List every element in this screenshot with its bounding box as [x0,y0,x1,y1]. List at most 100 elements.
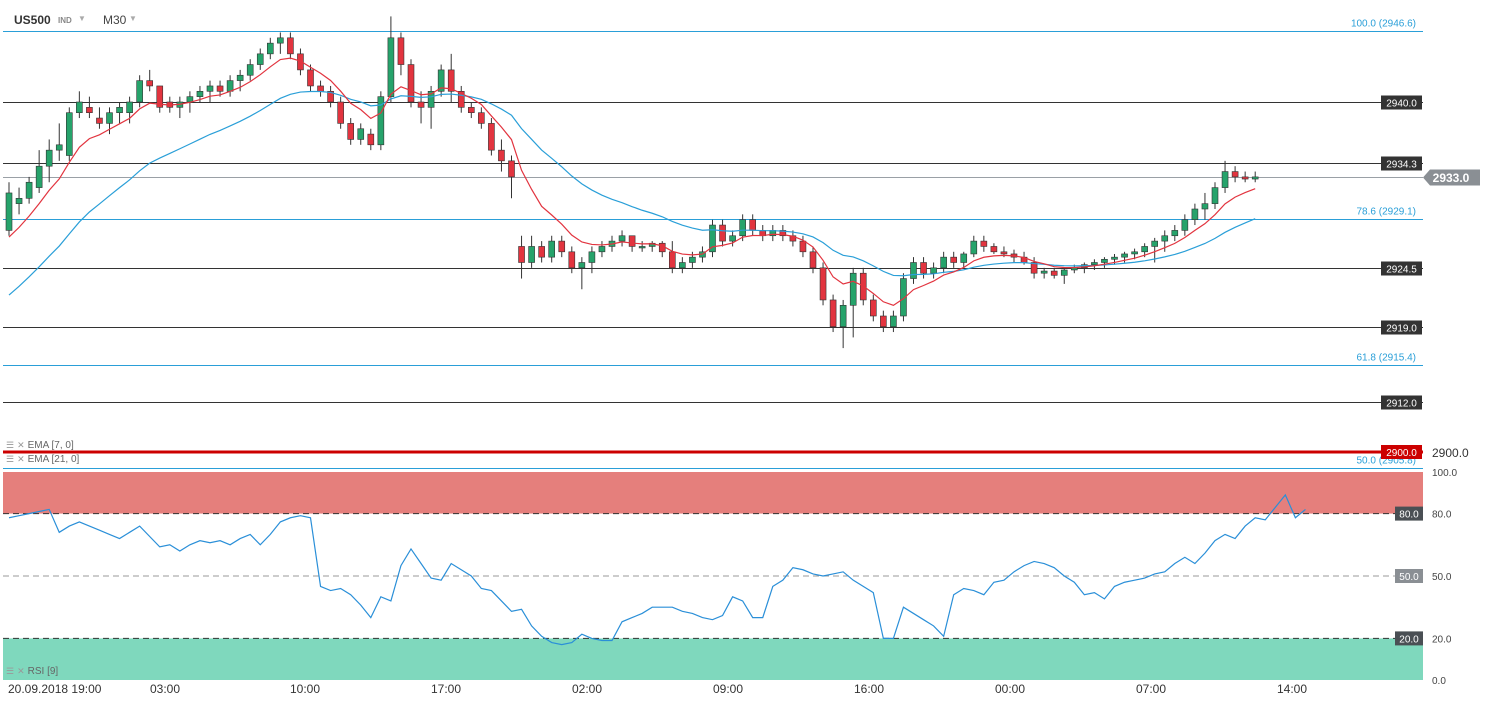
rsi-axis-label: 100.0 [1432,468,1457,479]
time-axis-label: 10:00 [290,682,320,696]
rsi-line [8,493,1306,646]
bear-candle [86,107,93,113]
bear-candle [980,240,988,247]
bear-candle [990,246,998,253]
candlestick-series [5,16,1259,349]
rsi-level-tag [1395,506,1423,521]
bull-candle [618,235,626,242]
current-price-tag [1423,169,1480,186]
ema7-label-text: EMA [7, 0] [27,440,74,451]
bull-candle [598,246,606,253]
bear-candle [447,69,455,92]
price-level-label: 2919.0 [1386,324,1417,335]
menu-icon[interactable]: ☰ [6,440,15,450]
bull-candle [66,112,73,156]
bull-candle [1211,187,1219,204]
bear-candle [558,240,566,253]
bull-candle [548,240,556,258]
price-level-label: 2934.3 [1386,160,1417,171]
time-axis-label: 17:00 [431,682,461,696]
bear-candle [749,219,757,231]
close-icon[interactable]: ✕ [17,440,25,450]
bull-candle [226,80,234,92]
bull-candle [940,256,947,269]
bull-candle [106,112,113,124]
bull-candle [1191,208,1199,220]
ema7-indicator-label[interactable]: ☰ ✕ EMA [7, 0] [6,440,74,451]
bull-candle [5,192,13,231]
ema7-line [8,57,1256,306]
price-level-tag [1381,261,1422,276]
ema21-label-text: EMA [21, 0] [27,454,80,465]
bull-candle [256,53,264,65]
instrument-type-label: IND [58,16,72,25]
bear-candle [538,246,545,258]
menu-icon[interactable]: ☰ [6,454,15,464]
bull-candle [55,144,63,151]
resistance-tag-label: 2900.0 [1386,448,1417,459]
close-icon[interactable]: ✕ [17,454,25,464]
bull-candle [839,304,847,327]
bear-candle [1241,176,1249,180]
bear-candle [668,251,676,269]
bear-candle [96,117,103,124]
rsi-oversold-zone [3,638,1423,680]
bull-candle [196,91,204,97]
bull-candle [35,165,43,188]
bull-candle [357,128,365,140]
price-level-label: 2940.0 [1386,99,1417,110]
bull-candle [849,272,857,306]
bull-candle [930,267,937,274]
bull-candle [1141,246,1148,253]
bull-candle [709,224,716,253]
bull-candle [1251,176,1259,180]
bull-candle [246,64,254,76]
bear-candle [327,91,334,103]
time-axis-label: 00:00 [995,682,1025,696]
bear-candle [156,85,164,108]
bull-candle [1101,258,1108,263]
bull-candle [126,101,133,113]
bear-candle [498,149,505,162]
rsi-indicator-label[interactable]: ☰ ✕ RSI [9] [6,666,58,677]
bear-candle [417,101,425,108]
bear-candle [779,230,787,237]
bull-candle [45,149,53,167]
bull-candle [1060,269,1068,276]
bull-candle [1221,171,1229,188]
rsi-level-tag [1395,569,1423,583]
timeframe-selector[interactable]: M30 [103,13,127,27]
time-axis: 20.09.2018 19:00 03:00 10:00 17:00 02:00 09:0… [8,682,1307,696]
bear-candle [407,64,415,103]
bull-candle [427,91,435,108]
ema21-indicator-label[interactable]: ☰ ✕ EMA [21, 0] [6,454,79,465]
chart-toolbar: US500 IND ▼ M30 ▼ [0,0,1492,38]
bear-candle [488,123,495,151]
ema-lines [8,57,1256,306]
bear-candle [347,123,355,140]
bear-candle [950,256,958,263]
bear-candle [467,107,475,113]
time-axis-label: 20.09.2018 19:00 [8,682,102,696]
bull-candle [890,315,897,327]
bear-candle [307,69,314,87]
rsi-axis-label: 50.0 [1432,572,1452,583]
bull-candle [236,74,244,81]
timeframe-dropdown-icon[interactable]: ▼ [129,14,137,23]
bull-candle [1151,240,1158,247]
bear-candle [146,80,153,87]
rsi-axis-label: 0.0 [1432,676,1446,687]
bull-candle [1040,270,1048,274]
time-axis-label: 16:00 [854,682,884,696]
symbol-label[interactable]: US500 [14,13,51,27]
bull-candle [1171,230,1179,237]
close-icon[interactable]: ✕ [17,666,25,676]
menu-icon[interactable]: ☰ [6,666,15,676]
rsi-level-tag-label: 80.0 [1399,510,1419,521]
symbol-dropdown-icon[interactable]: ▼ [78,14,86,23]
bull-candle [960,253,968,263]
bear-candle [337,101,344,124]
bull-candle [25,181,33,199]
bull-candle [15,198,23,204]
